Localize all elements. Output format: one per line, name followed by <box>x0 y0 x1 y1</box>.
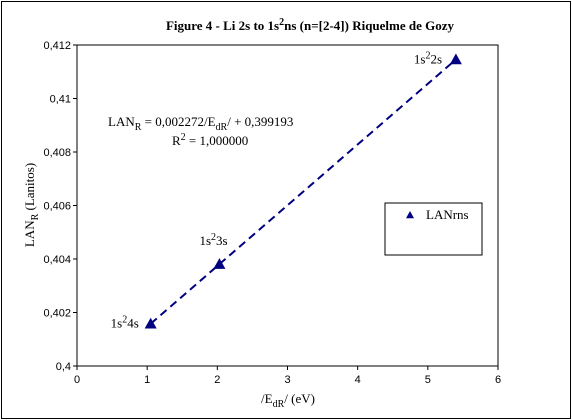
y-tick-label: 0,412 <box>43 40 71 52</box>
text-part: dR <box>273 399 285 410</box>
x-tick-label: 0 <box>74 374 80 386</box>
text-part: / + 0,399193 <box>227 114 293 129</box>
text-part: R <box>30 213 41 220</box>
text-part: LAN <box>108 114 135 129</box>
x-tick-label: 1 <box>144 374 150 386</box>
text-part: 2 <box>122 315 127 326</box>
text-part: Figure 4 - Li 2s to 1s <box>166 18 279 33</box>
text-part: dR <box>216 122 228 133</box>
point-label: 1s23s <box>199 232 227 248</box>
data-point <box>449 53 462 65</box>
text-part: 3s <box>216 233 228 248</box>
text-part: = 1,000000 <box>186 133 249 148</box>
x-tick-label: 5 <box>425 374 431 386</box>
text-part: (Lanitos) <box>22 163 37 214</box>
text-part: 1s <box>414 51 426 66</box>
r-squared: R2 = 1,000000 <box>172 132 248 148</box>
text-part: R <box>135 122 142 133</box>
y-tick-label: 0,41 <box>50 94 71 106</box>
text-part: 2 <box>425 50 430 61</box>
x-tick-label: 3 <box>284 374 290 386</box>
y-axis-label: LANR (Lanitos) <box>22 163 41 247</box>
equation: LANR = 0,002272/EdR/ + 0,399193 <box>108 114 293 133</box>
point-label: 1s22s <box>414 50 442 66</box>
trendline <box>150 58 457 325</box>
text-part: / (eV) <box>284 391 315 406</box>
text-part: 4s <box>127 316 139 331</box>
y-tick-label: 0,404 <box>43 254 71 266</box>
text-part: R <box>172 133 181 148</box>
chart-title: Figure 4 - Li 2s to 1s2ns (n=[2-4]) Riqu… <box>166 17 455 33</box>
x-tick-label: 6 <box>495 374 501 386</box>
legend-label: LANrns <box>426 207 469 222</box>
y-tick-label: 0,402 <box>43 308 71 320</box>
text-part: = 0,002272/E <box>141 114 215 129</box>
text-part: ns (n=[2-4]) Riquelme de Gozy <box>284 18 454 33</box>
text-part: LAN <box>22 220 37 247</box>
data-point <box>213 258 226 269</box>
text-part: 1s <box>111 316 123 331</box>
point-label: 1s24s <box>111 315 139 331</box>
x-axis-label: /EdR/ (eV) <box>261 391 315 410</box>
y-tick-label: 0,408 <box>43 147 71 159</box>
text-part: 2 <box>181 132 186 143</box>
text-part: 2 <box>211 232 216 243</box>
y-tick-label: 0,4 <box>56 361 71 373</box>
data-point <box>144 317 157 329</box>
legend-box <box>384 202 483 256</box>
text-part: 1s <box>199 233 211 248</box>
legend-marker <box>406 211 414 219</box>
y-tick-label: 0,406 <box>43 201 71 213</box>
text-part: 2s <box>430 51 442 66</box>
text-part: /E <box>261 391 273 406</box>
x-tick-label: 2 <box>214 374 220 386</box>
x-tick-label: 4 <box>355 374 361 386</box>
text-part: 2 <box>279 17 284 28</box>
